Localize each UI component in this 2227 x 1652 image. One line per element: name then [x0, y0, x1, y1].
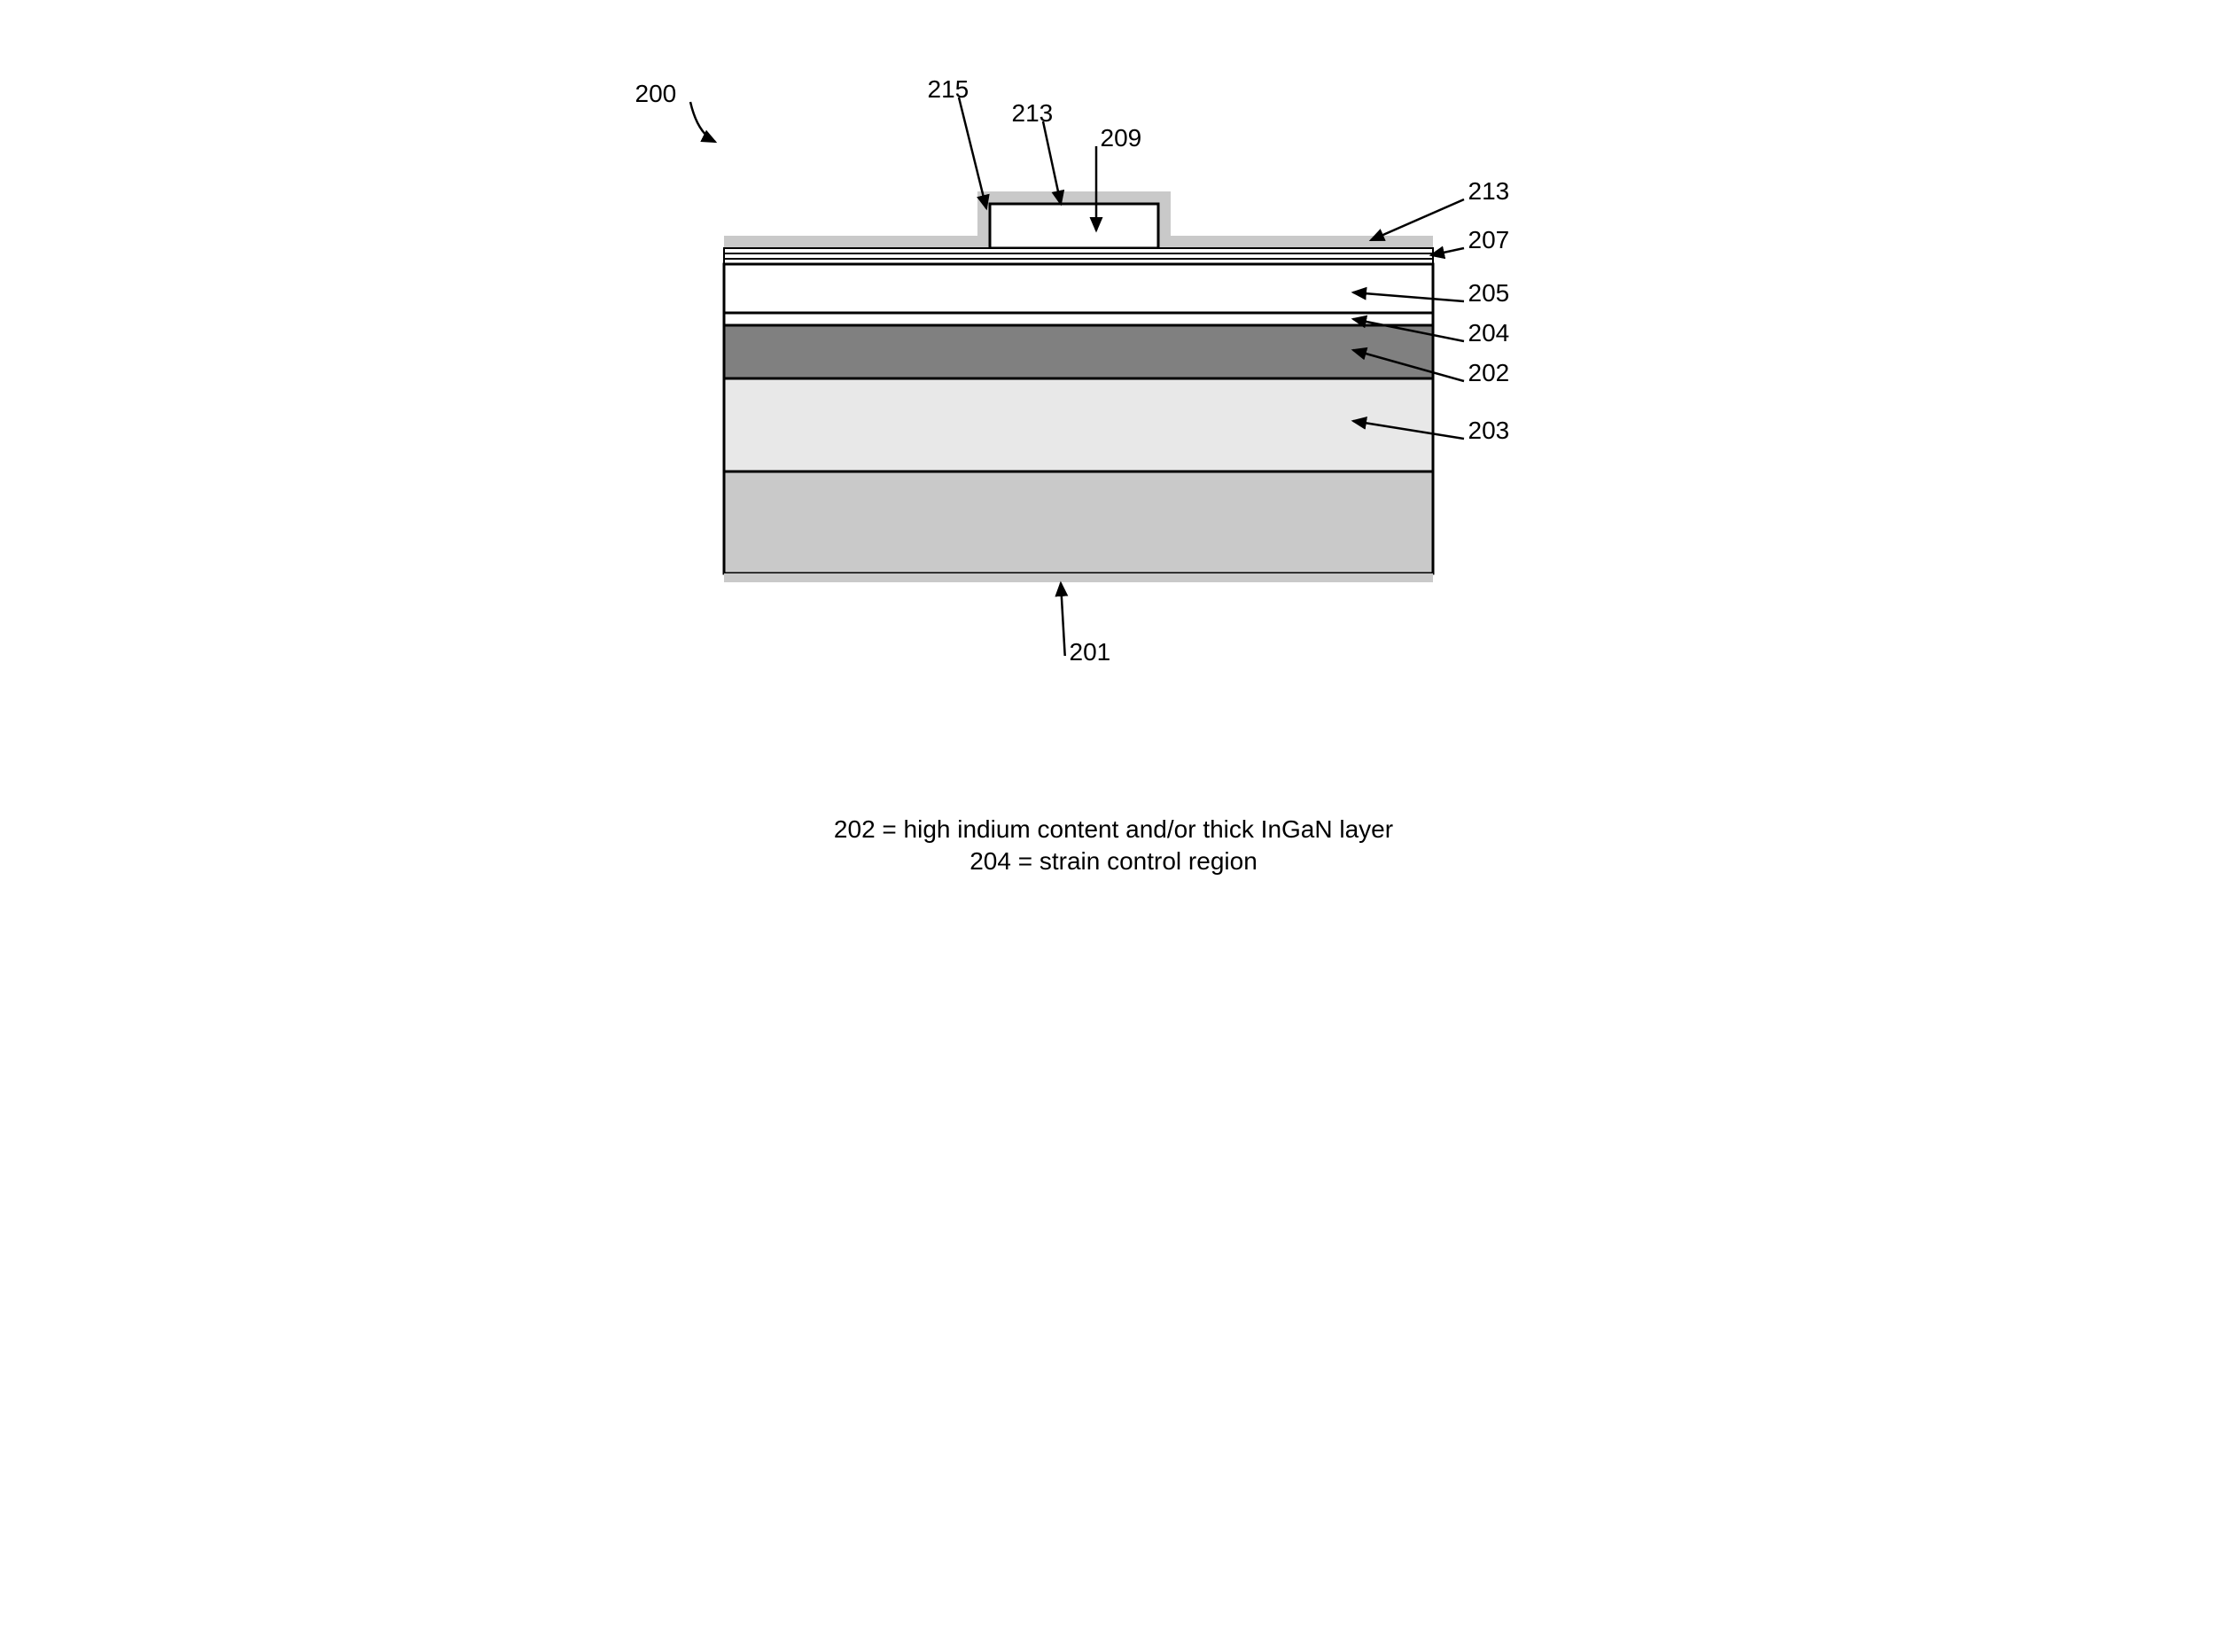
callout-label-204: 204 — [1468, 319, 1510, 347]
callout-label-213: 213 — [1012, 99, 1054, 128]
figure-id-label: 200 — [635, 80, 677, 108]
callout-label-202: 202 — [1468, 359, 1510, 387]
legend-num-1: 202 — [834, 815, 876, 843]
callout-label-213: 213 — [1468, 177, 1510, 206]
legend-text-2: = strain control region — [1011, 847, 1258, 875]
legend-line-1: 202 = high indium content and/or thick I… — [35, 815, 2192, 844]
callout-label-207: 207 — [1468, 226, 1510, 254]
figure-container: 200 215 213 209 213 207 205 204 202 203 201 — [582, 35, 1646, 789]
callout-label-201: 201 — [1070, 638, 1111, 666]
legend-num-2: 204 — [969, 847, 1011, 875]
callout-label-215: 215 — [928, 75, 969, 104]
callout-label-205: 205 — [1468, 279, 1510, 308]
legend-line-2: 204 = strain control region — [35, 847, 2192, 876]
legend: 202 = high indium content and/or thick I… — [35, 815, 2192, 876]
callout-label-203: 203 — [1468, 417, 1510, 445]
legend-text-1: = high indium content and/or thick InGaN… — [876, 815, 1393, 843]
callout-label-209: 209 — [1101, 124, 1142, 152]
